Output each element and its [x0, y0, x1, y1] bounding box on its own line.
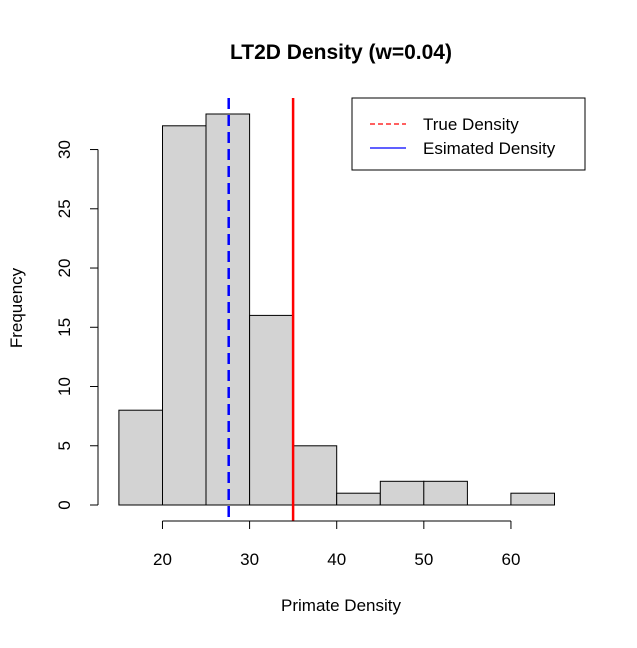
legend-label: Esimated Density — [423, 139, 556, 158]
histogram-bar — [336, 492, 381, 506]
histogram-bar — [292, 445, 338, 506]
x-axis: 20 30 40 50 60 — [153, 520, 520, 569]
histogram-bar — [379, 480, 425, 506]
y-tick-label: 5 — [55, 441, 74, 450]
histogram-bar — [423, 480, 468, 506]
bars-group — [118, 113, 555, 506]
legend-box — [351, 97, 586, 171]
y-axis-label: Frequency — [7, 267, 26, 348]
histogram-bar — [510, 492, 555, 506]
x-tick-label: 50 — [414, 550, 433, 569]
y-tick-label: 20 — [55, 259, 74, 278]
x-tick-label: 60 — [501, 550, 520, 569]
histogram-bar — [118, 409, 163, 506]
chart-title: LT2D Density (w=0.04) — [230, 41, 452, 64]
legend-label: True Density — [423, 115, 519, 134]
histogram-bar — [162, 125, 207, 506]
reference-lines-group — [227, 98, 295, 521]
x-tick-label: 40 — [327, 550, 346, 569]
y-tick-label: 0 — [55, 500, 74, 509]
y-tick-label: 15 — [55, 318, 74, 337]
y-tick-label: 10 — [55, 377, 74, 396]
legend: True Density Esimated Density — [351, 97, 586, 171]
x-axis-label: Primate Density — [281, 596, 401, 615]
y-axis: 0 5 10 15 20 25 30 — [55, 140, 99, 510]
histogram-bar — [249, 314, 294, 506]
x-tick-label: 30 — [240, 550, 259, 569]
y-tick-label: 30 — [55, 140, 74, 159]
x-tick-label: 20 — [153, 550, 172, 569]
y-tick-label: 25 — [55, 199, 74, 218]
